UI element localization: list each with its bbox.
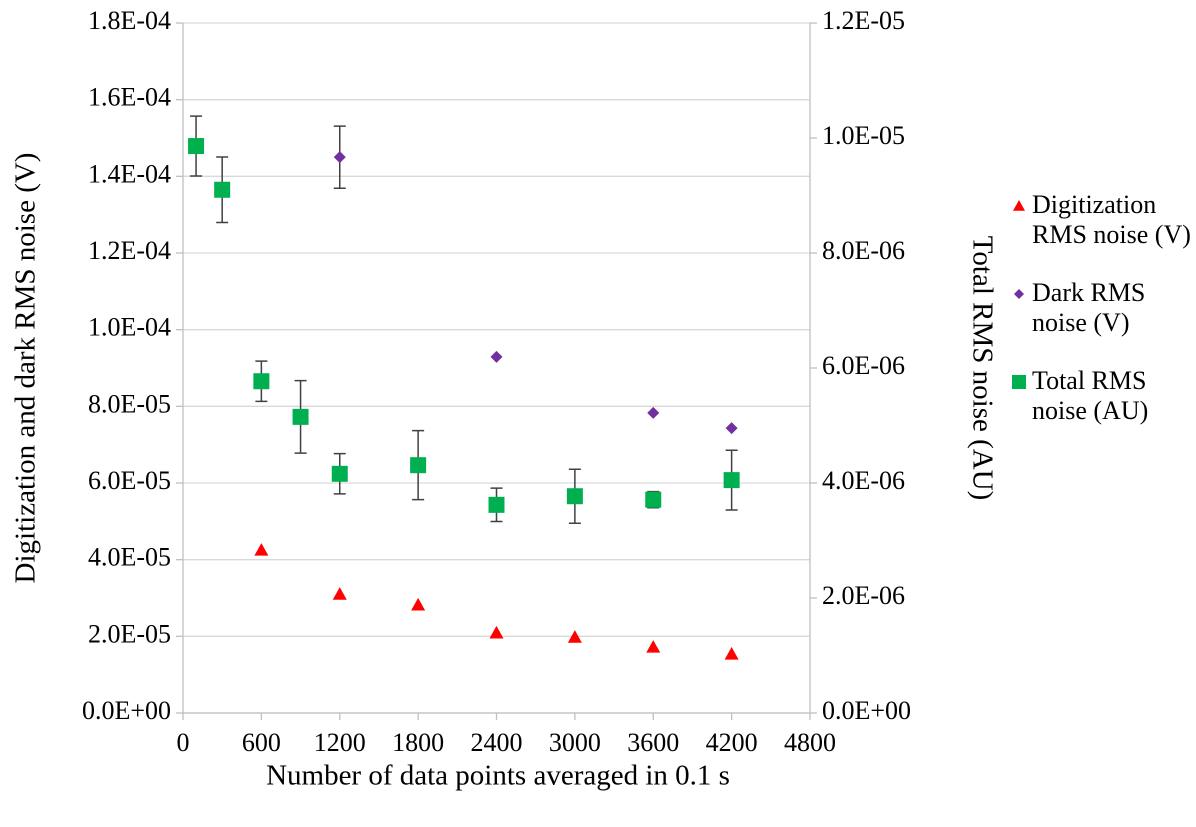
y2-axis-title: Total RMS noise (AU) [966, 236, 998, 501]
x-tick-label: 3600 [627, 728, 679, 757]
legend-symbol [1012, 375, 1026, 389]
series [254, 543, 739, 660]
x-tick-label: 4800 [784, 728, 836, 757]
x-tick-label: 3000 [549, 728, 601, 757]
series [333, 125, 738, 435]
marker [410, 457, 427, 474]
marker [489, 625, 504, 639]
legend-label: Digitization RMS noise (V) [1032, 190, 1191, 249]
y-tick-label: 6.0E-05 [88, 466, 171, 495]
y2-tick-label: 8.0E-06 [822, 236, 905, 265]
legend-label: Total RMS noise (AU) [1032, 366, 1149, 425]
legend-label: Dark RMS noise (V) [1032, 278, 1146, 337]
x-tick-label: 1800 [392, 728, 444, 757]
x-tick-label: 600 [242, 728, 281, 757]
y-tick-label: 1.0E-04 [88, 313, 171, 342]
y2-tick-label: 2.0E-06 [822, 581, 905, 610]
marker [567, 630, 582, 643]
marker [214, 181, 231, 198]
y2-tick-label: 1.0E-05 [822, 121, 905, 150]
y-tick-label: 8.0E-05 [88, 389, 171, 418]
legend-item: Dark RMS noise (V) [1008, 278, 1193, 338]
legend-symbol [1013, 200, 1025, 211]
x-tick-label: 4200 [706, 728, 758, 757]
marker [292, 408, 309, 425]
y2-tick-label: 1.2E-05 [822, 6, 905, 35]
marker [725, 422, 738, 435]
y2-tick-label: 0.0E+00 [822, 696, 911, 725]
legend-item: Digitization RMS noise (V) [1008, 190, 1193, 250]
marker [645, 491, 662, 508]
marker [332, 587, 347, 600]
marker [188, 138, 205, 155]
legend-symbol [1014, 289, 1024, 299]
y-tick-label: 1.4E-04 [88, 159, 171, 188]
marker [488, 496, 505, 513]
x-tick-label: 0 [177, 728, 190, 757]
marker [253, 373, 270, 390]
y-tick-label: 0.0E+00 [82, 696, 171, 725]
legend-marker [1012, 375, 1026, 389]
legend-marker [1014, 289, 1024, 299]
x-tick-label: 1200 [314, 728, 366, 757]
legend-item: Total RMS noise (AU) [1008, 366, 1193, 426]
marker [724, 646, 739, 660]
y-axis-title: Digitization and dark RMS noise (V) [10, 153, 42, 584]
legend-marker [1013, 200, 1025, 211]
y2-tick-label: 4.0E-06 [822, 466, 905, 495]
marker [490, 350, 503, 363]
marker [723, 472, 740, 489]
marker [646, 640, 661, 653]
y-tick-label: 1.2E-04 [88, 236, 171, 265]
y2-tick-label: 6.0E-06 [822, 351, 905, 380]
y-tick-label: 1.6E-04 [88, 83, 171, 112]
marker [411, 597, 426, 611]
x-tick-label: 2400 [471, 728, 523, 757]
marker [566, 488, 583, 505]
y-tick-label: 4.0E-05 [88, 543, 171, 572]
x-axis-title: Number of data points averaged in 0.1 s [266, 760, 730, 792]
marker [331, 465, 348, 482]
y-tick-label: 1.8E-04 [88, 6, 171, 35]
marker [333, 151, 346, 164]
series [188, 115, 740, 524]
legend: Digitization RMS noise (V) Dark RMS noise… [1008, 190, 1193, 454]
y-tick-label: 2.0E-05 [88, 619, 171, 648]
marker [647, 406, 660, 419]
marker [254, 543, 269, 556]
